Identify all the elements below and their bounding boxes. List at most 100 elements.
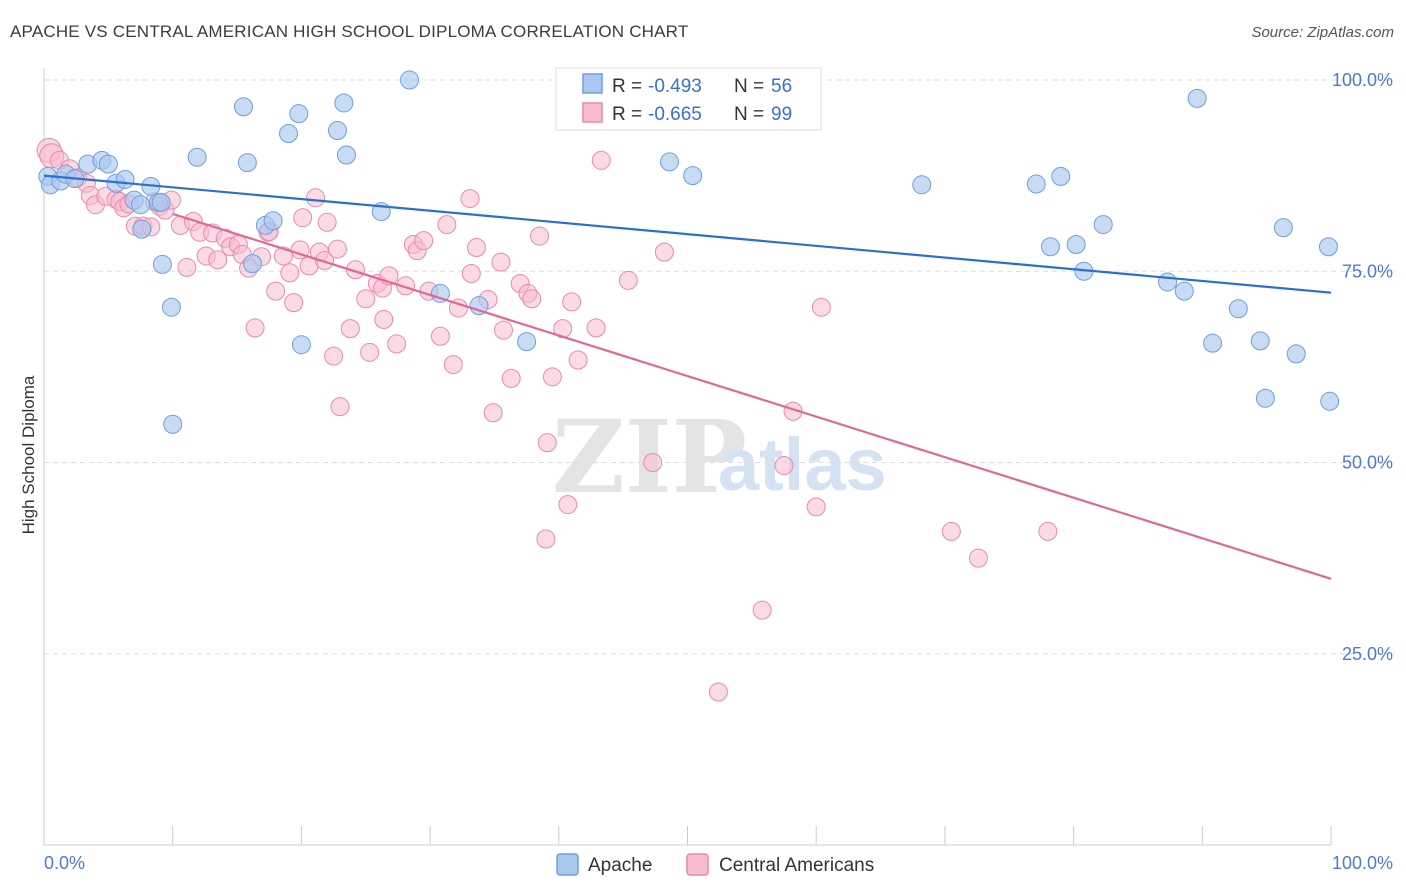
central-point <box>327 239 347 259</box>
central-point <box>537 433 557 453</box>
y-tick-label-0: 25.0% <box>1342 644 1393 664</box>
central-point <box>806 497 826 517</box>
central-point <box>501 368 521 388</box>
central-point <box>586 318 606 338</box>
apache-point <box>1255 388 1275 408</box>
central-point <box>443 355 463 375</box>
y-axis-title: High School Diploma <box>19 375 38 534</box>
chart-source: Source: ZipAtlas.com <box>1251 24 1394 41</box>
central-point <box>542 367 562 387</box>
series-legend: Apache Central Americans <box>556 853 874 876</box>
apache-point <box>263 211 283 231</box>
apache-point <box>279 124 299 144</box>
central-point <box>591 150 611 170</box>
watermark-atlas: atlas <box>718 423 887 506</box>
apache-point <box>517 332 537 352</box>
central-point <box>317 212 337 232</box>
central-point <box>529 226 549 246</box>
apache-point <box>400 70 420 90</box>
apache-point <box>132 219 152 239</box>
central-trend-line <box>172 212 1332 580</box>
apache-point <box>1320 391 1340 411</box>
central-n-label: N = <box>734 104 764 125</box>
central-point <box>522 289 542 309</box>
central-point <box>284 293 304 313</box>
tick-labels: 25.0% 50.0% 75.0% 100.0% 0.0% 100.0% <box>44 70 1393 873</box>
central-point <box>466 238 486 258</box>
central-n-value: 99 <box>771 104 792 125</box>
central-point <box>774 456 794 476</box>
central-point <box>568 350 588 370</box>
apache-point <box>1026 174 1046 194</box>
stats-legend: R = -0.493 N = 56 R = -0.665 N = 99 <box>555 67 822 131</box>
central-point <box>356 289 376 309</box>
axes <box>43 68 1332 846</box>
central-point <box>330 397 350 417</box>
central-americans-points <box>36 137 1058 702</box>
apache-point <box>98 154 118 174</box>
central-point <box>437 215 457 235</box>
apache-n-label: N = <box>734 76 764 97</box>
y-tick-label-3: 100.0% <box>1332 70 1393 90</box>
central-point <box>280 263 300 283</box>
apache-point <box>1286 344 1306 364</box>
central-point <box>273 246 293 266</box>
apache-point <box>1273 218 1293 238</box>
apache-point <box>912 175 932 195</box>
central-point <box>654 242 674 262</box>
x-tick-label-0: 0.0% <box>44 853 85 873</box>
central-point <box>208 250 228 270</box>
central-point <box>293 208 313 228</box>
y-tick-label-1: 50.0% <box>1342 453 1393 473</box>
apache-point <box>233 97 253 117</box>
central-point <box>562 292 582 312</box>
central-point <box>558 495 578 515</box>
central-point <box>941 521 961 541</box>
apache-point <box>131 195 151 215</box>
central-point <box>708 682 728 702</box>
apache-point <box>1051 166 1071 186</box>
apache-point <box>327 120 347 140</box>
central-stat-swatch <box>582 102 603 123</box>
apache-point <box>1066 234 1086 254</box>
central-point <box>430 326 450 346</box>
apache-point <box>151 192 171 212</box>
apache-point <box>1187 88 1207 108</box>
apache-point <box>683 166 703 186</box>
apache-points <box>38 70 1340 434</box>
apache-point <box>152 254 172 274</box>
legend-central-label: Central Americans <box>719 855 874 876</box>
apache-point <box>1174 281 1194 301</box>
central-point <box>483 403 503 423</box>
trend-lines <box>43 174 1332 580</box>
central-point <box>811 297 831 317</box>
legend-apache-swatch <box>556 853 579 876</box>
apache-point <box>289 104 309 124</box>
apache-point <box>1040 237 1060 257</box>
apache-n-value: 56 <box>771 76 792 97</box>
central-point <box>340 319 360 339</box>
central-point <box>536 529 556 549</box>
central-point <box>460 189 480 209</box>
central-point <box>245 318 265 338</box>
apache-point <box>187 147 207 167</box>
central-r-label: R = <box>612 104 642 125</box>
central-point <box>306 188 326 208</box>
central-point <box>752 600 772 620</box>
apache-point <box>1158 272 1178 292</box>
central-point <box>324 346 344 366</box>
x-tick-label-1: 100.0% <box>1332 853 1393 873</box>
central-point <box>493 320 513 340</box>
central-point <box>374 309 394 329</box>
apache-point <box>163 414 183 434</box>
apache-r-label: R = <box>612 76 642 97</box>
apache-point <box>237 153 257 173</box>
central-point <box>643 453 663 472</box>
central-point <box>618 270 638 290</box>
central-point <box>414 231 434 251</box>
central-point <box>387 334 407 354</box>
apache-point <box>115 169 135 189</box>
apache-trend-line <box>43 174 1332 294</box>
apache-point <box>242 254 262 274</box>
